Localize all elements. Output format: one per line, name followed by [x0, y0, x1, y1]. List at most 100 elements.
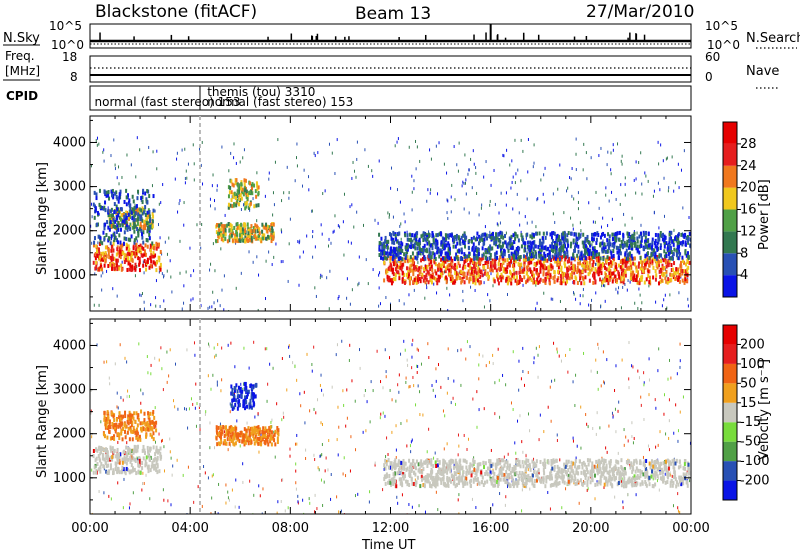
- echo-pixel: [111, 255, 114, 260]
- noise-pixel: [597, 346, 599, 350]
- echo-pixel: [644, 262, 647, 267]
- noise-pixel: [638, 161, 640, 165]
- echo-pixel: [569, 272, 572, 277]
- echo-pixel: [553, 270, 556, 275]
- noise-pixel: [496, 222, 498, 226]
- echo-pixel: [99, 239, 102, 244]
- noise-pixel: [598, 206, 600, 210]
- echo-pixel: [423, 257, 426, 262]
- noise-pixel: [617, 409, 619, 413]
- noise-pixel: [485, 160, 487, 164]
- echo-pixel: [470, 236, 473, 241]
- echo-pixel: [475, 237, 478, 242]
- echo-pixel: [109, 446, 112, 451]
- echo-pixel: [404, 259, 407, 264]
- echo-pixel: [680, 264, 683, 269]
- noise-pixel: [653, 210, 655, 214]
- echo-pixel: [677, 250, 680, 255]
- noise-pixel: [311, 209, 313, 213]
- noise-pixel: [628, 341, 630, 345]
- echo-pixel: [270, 239, 273, 244]
- echo-pixel: [681, 258, 684, 263]
- noise-pixel: [248, 250, 250, 254]
- noise-pixel: [447, 347, 449, 351]
- echo-pixel: [532, 280, 535, 285]
- echo-pixel: [495, 240, 498, 245]
- noise-pixel: [580, 405, 582, 409]
- echo-pixel: [587, 266, 590, 271]
- noise-pixel: [160, 201, 162, 205]
- echo-pixel: [670, 256, 673, 261]
- noise-pixel: [176, 458, 178, 462]
- noise-pixel: [604, 284, 606, 288]
- noise-pixel: [385, 370, 387, 374]
- echo-pixel: [509, 259, 512, 264]
- echo-pixel: [145, 197, 148, 202]
- echo-pixel: [115, 190, 118, 195]
- noise-pixel: [258, 484, 260, 488]
- noise-pixel: [351, 379, 353, 383]
- noise-pixel: [178, 202, 180, 206]
- echo-pixel: [606, 275, 609, 280]
- echo-pixel: [589, 248, 592, 253]
- noise-pixel: [556, 433, 558, 437]
- echo-pixel: [385, 256, 388, 261]
- echo-pixel: [658, 237, 661, 242]
- echo-pixel: [510, 281, 513, 286]
- echo-pixel: [156, 457, 159, 462]
- noise-pixel: [125, 432, 127, 436]
- echo-pixel: [384, 239, 387, 244]
- noise-pixel: [446, 198, 448, 202]
- echo-pixel: [609, 275, 612, 280]
- noise-pixel: [527, 170, 529, 174]
- noise-pixel: [463, 182, 465, 186]
- echo-pixel: [610, 272, 613, 277]
- echo-pixel: [103, 448, 106, 453]
- noise-pixel: [570, 177, 572, 181]
- echo-pixel: [453, 280, 456, 285]
- echo-pixel: [560, 281, 563, 286]
- echo-pixel: [656, 245, 659, 250]
- echo-pixel: [256, 225, 259, 230]
- echo-pixel: [143, 252, 146, 257]
- echo-pixel: [642, 232, 645, 237]
- echo-pixel: [417, 274, 420, 279]
- echo-pixel: [617, 251, 620, 256]
- echo-pixel: [481, 256, 484, 261]
- echo-pixel: [106, 220, 109, 225]
- echo-pixel: [229, 203, 232, 208]
- echo-pixel: [570, 231, 573, 236]
- noise-pixel: [274, 455, 276, 459]
- echo-pixel: [556, 240, 559, 245]
- echo-pixel: [662, 232, 665, 237]
- echo-pixel: [584, 275, 587, 280]
- echo-pixel: [136, 246, 139, 251]
- noise-pixel: [197, 485, 199, 489]
- noise-pixel: [234, 391, 236, 395]
- echo-pixel: [567, 273, 570, 278]
- echo-pixel: [227, 194, 230, 199]
- noise-pixel: [385, 296, 387, 300]
- noise-pixel: [511, 159, 513, 163]
- echo-pixel: [135, 427, 138, 432]
- noise-pixel: [671, 155, 673, 159]
- echo-pixel: [423, 266, 426, 271]
- noise-pixel: [363, 394, 365, 398]
- echo-pixel: [660, 269, 663, 274]
- echo-pixel: [440, 257, 443, 262]
- noise-pixel: [565, 353, 567, 357]
- echo-pixel: [542, 272, 545, 277]
- noise-pixel: [582, 294, 584, 298]
- echo-pixel: [220, 237, 223, 242]
- echo-pixel: [130, 469, 133, 474]
- noise-pixel: [643, 381, 645, 385]
- noise-pixel: [554, 378, 556, 382]
- echo-pixel: [466, 254, 469, 259]
- noise-pixel: [378, 304, 380, 308]
- noise-pixel: [408, 503, 410, 507]
- echo-pixel: [483, 271, 486, 276]
- noise-pixel: [253, 493, 255, 497]
- noise-pixel: [395, 399, 397, 403]
- echo-pixel: [101, 241, 104, 246]
- echo-pixel: [558, 234, 561, 239]
